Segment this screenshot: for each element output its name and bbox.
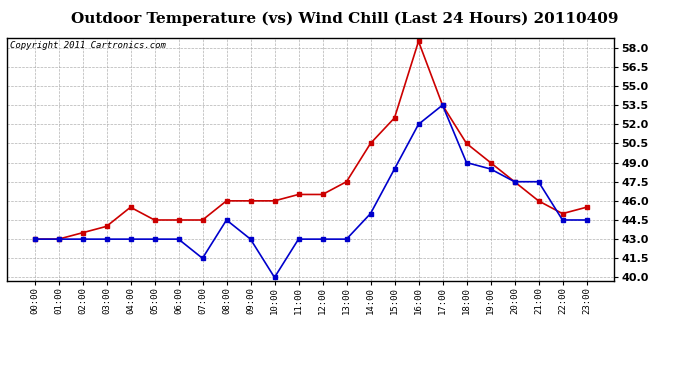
- Text: Copyright 2011 Cartronics.com: Copyright 2011 Cartronics.com: [10, 41, 166, 50]
- Text: Outdoor Temperature (vs) Wind Chill (Last 24 Hours) 20110409: Outdoor Temperature (vs) Wind Chill (Las…: [71, 11, 619, 26]
